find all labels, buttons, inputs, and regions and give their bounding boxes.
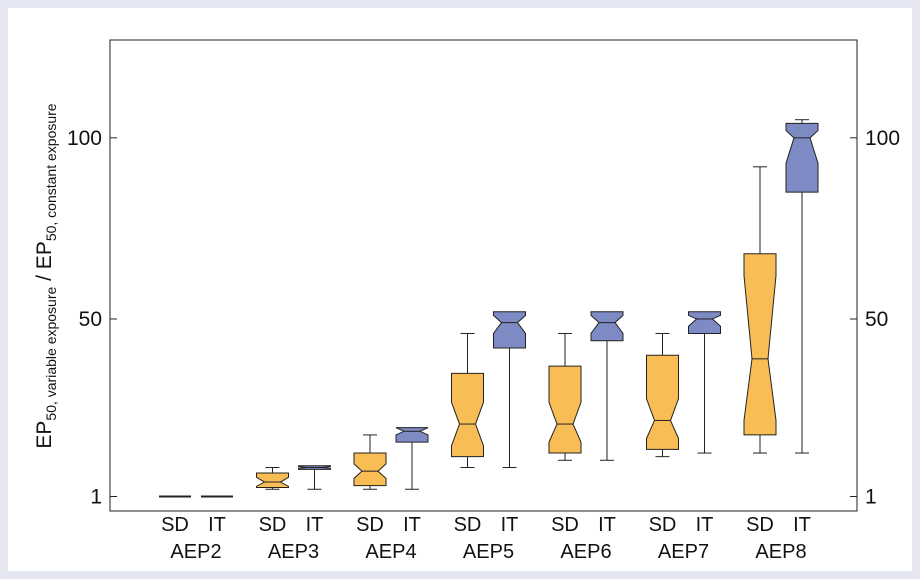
box-aep8-sd xyxy=(743,166,777,454)
y-label-main-2: EP xyxy=(33,241,56,269)
chart-card: 1 50 100 1 50 100 SD IT AEP2 SD IT AEP3 SD IT AEP4 SD… xyxy=(8,8,912,571)
notched-box xyxy=(590,311,624,342)
x-method-label: SD xyxy=(454,514,482,536)
x-method-label: IT xyxy=(793,514,811,536)
notched-box xyxy=(548,365,582,454)
x-method-label: SD xyxy=(746,514,774,536)
box-aep5-it xyxy=(493,311,526,469)
notched-box xyxy=(646,354,679,450)
y-axis-label: EP50, variable exposure / EP50, constant… xyxy=(33,103,59,448)
x-group-label: AEP5 xyxy=(463,541,514,563)
notched-box xyxy=(395,427,429,443)
x-method-label: SD xyxy=(356,514,384,536)
x-group-label: AEP4 xyxy=(365,541,416,563)
box-aep3-sd xyxy=(256,467,289,490)
x-method-label: SD xyxy=(649,514,677,536)
right-axis: 1 50 100 xyxy=(850,127,900,509)
box-aep4-it xyxy=(395,427,429,490)
notched-box xyxy=(743,253,777,436)
x-group-label: AEP3 xyxy=(268,541,319,563)
y-tick-label-right: 1 xyxy=(865,486,877,509)
x-method-label: IT xyxy=(501,514,519,536)
box-aep4-sd xyxy=(353,434,387,490)
x-axis-labels: SD IT AEP2 SD IT AEP3 SD IT AEP4 SD IT AEP5 SD IT AEP6… xyxy=(161,514,811,563)
box-aep6-sd xyxy=(548,332,582,461)
y-tick-label-left: 1 xyxy=(90,486,102,509)
x-method-label: IT xyxy=(598,514,616,536)
x-method-label: IT xyxy=(306,514,324,536)
plot-frame xyxy=(109,39,858,512)
box-series xyxy=(159,119,819,498)
y-label-sub-1: 50, variable exposure xyxy=(43,287,59,421)
y-label-sub-2: 50, constant exposure xyxy=(43,103,59,241)
notched-box xyxy=(353,452,387,487)
box-aep7-it xyxy=(688,311,721,454)
notched-box xyxy=(785,122,819,193)
y-tick-label-right: 50 xyxy=(865,308,888,331)
y-tick-label-left: 100 xyxy=(67,127,102,150)
x-group-label: AEP8 xyxy=(755,541,806,563)
box-aep3-it xyxy=(298,465,331,490)
left-axis: 1 50 100 xyxy=(67,127,117,509)
notched-box xyxy=(451,372,484,458)
y-tick-label-left: 50 xyxy=(79,308,102,331)
y-label-separator: / xyxy=(33,269,56,287)
notched-box xyxy=(493,311,526,349)
x-method-label: SD xyxy=(259,514,287,536)
x-method-label: IT xyxy=(696,514,714,536)
x-group-label: AEP7 xyxy=(658,541,709,563)
notched-box xyxy=(688,311,721,334)
y-label-main-1: EP xyxy=(33,421,56,449)
x-group-label: AEP2 xyxy=(170,541,221,563)
x-method-label: SD xyxy=(551,514,579,536)
x-method-label: SD xyxy=(161,514,189,536)
y-tick-label-right: 100 xyxy=(865,127,900,150)
box-aep8-it xyxy=(785,119,819,454)
box-aep7-sd xyxy=(646,332,679,458)
x-group-label: AEP6 xyxy=(560,541,611,563)
box-aep6-it xyxy=(590,311,624,461)
x-method-label: IT xyxy=(208,514,226,536)
box-aep5-sd xyxy=(451,332,484,469)
notched-box xyxy=(256,472,289,488)
x-method-label: IT xyxy=(403,514,421,536)
